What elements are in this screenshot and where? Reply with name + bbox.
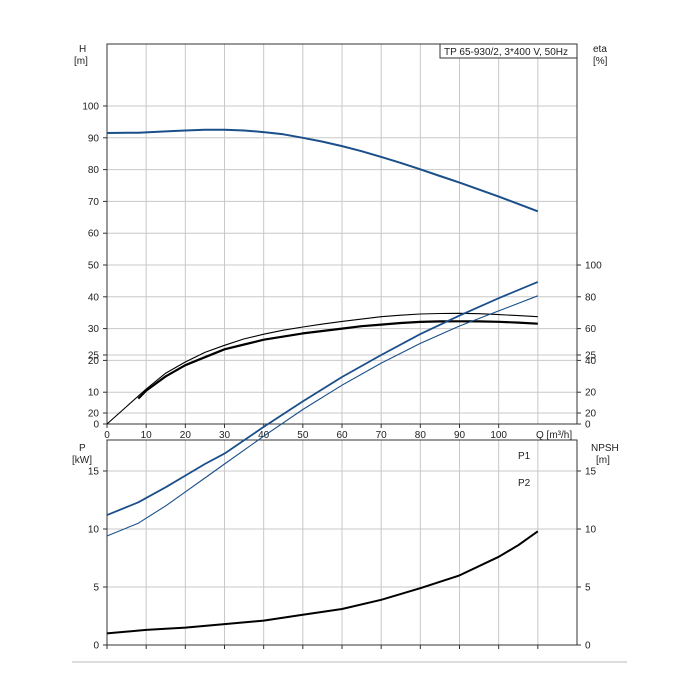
npsh-tick-label: 10 xyxy=(585,525,597,536)
npsh-tick-label: 5 xyxy=(585,583,591,594)
q-tick-label: 60 xyxy=(336,430,348,441)
eta-tick-label: 80 xyxy=(585,292,597,303)
lower-series xyxy=(106,281,539,635)
h-tick-label: 30 xyxy=(88,324,100,335)
eta-tick-label: 100 xyxy=(585,261,602,272)
h-tick-label: 90 xyxy=(88,133,100,144)
right-axis-title-eta: eta xyxy=(593,44,607,55)
series-line-head xyxy=(106,128,539,213)
h-tick-label: 50 xyxy=(88,261,100,272)
h-tick-label: 40 xyxy=(88,292,100,303)
legend-text: TP 65-930/2, 3*400 V, 50Hz xyxy=(444,47,568,58)
x-axis-title-q: Q [m³/h] xyxy=(536,430,572,441)
right-axis-unit-npsh: [m] xyxy=(596,455,610,466)
q-tick-label: 80 xyxy=(415,430,427,441)
legend-box xyxy=(439,43,578,59)
series-line-p1 xyxy=(106,281,539,516)
p-tick-label: 25 xyxy=(88,351,100,362)
npsh-tick-label: 0 xyxy=(585,641,591,652)
series-line-eta-thick xyxy=(137,320,538,400)
h-tick-label: 10 xyxy=(88,388,100,399)
upper-series xyxy=(106,128,539,425)
left-axis-unit-h: [m] xyxy=(74,56,88,67)
npsh-tick-label: 25 xyxy=(585,351,597,362)
h-tick-label: 100 xyxy=(82,102,99,113)
left-axis-title-p: P xyxy=(79,443,86,454)
p-tick-label: 15 xyxy=(88,467,100,478)
q-tick-label: 100 xyxy=(490,430,507,441)
p-tick-label: 10 xyxy=(88,525,100,536)
h-tick-label: 20 xyxy=(88,356,100,367)
q-tick-label: 70 xyxy=(376,430,388,441)
p-tick-label: 5 xyxy=(93,583,99,594)
npsh-tick-label: 15 xyxy=(585,467,597,478)
h-tick-label: 80 xyxy=(88,165,100,176)
series-line-p2 xyxy=(106,295,538,537)
eta-tick-label: 0 xyxy=(585,420,591,431)
q-tick-label: 20 xyxy=(180,430,192,441)
q-tick-label: 50 xyxy=(297,430,309,441)
eta-tick-label: 20 xyxy=(585,388,597,399)
eta-tick-label: 40 xyxy=(585,356,597,367)
q-tick-label: 0 xyxy=(104,430,110,441)
npsh-tick-label: 20 xyxy=(585,409,597,420)
h-tick-label: 0 xyxy=(93,420,99,431)
right-axis-unit-eta: [%] xyxy=(593,56,608,67)
right-axis-title-npsh: NPSH xyxy=(591,443,619,454)
series-label-p2: P2 xyxy=(518,478,531,489)
series-line-npsh xyxy=(106,530,539,635)
series-label-p1: P1 xyxy=(518,451,531,462)
h-tick-label: 70 xyxy=(88,197,100,208)
left-axis-unit-p: [kW] xyxy=(72,455,92,466)
p-tick-label: 0 xyxy=(93,641,99,652)
q-tick-label: 90 xyxy=(454,430,466,441)
eta-tick-label: 60 xyxy=(585,324,597,335)
q-tick-label: 30 xyxy=(219,430,231,441)
p-tick-label: 20 xyxy=(88,409,100,420)
h-tick-label: 60 xyxy=(88,229,100,240)
left-axis-title-h: H xyxy=(79,44,86,55)
q-tick-label: 10 xyxy=(141,430,153,441)
